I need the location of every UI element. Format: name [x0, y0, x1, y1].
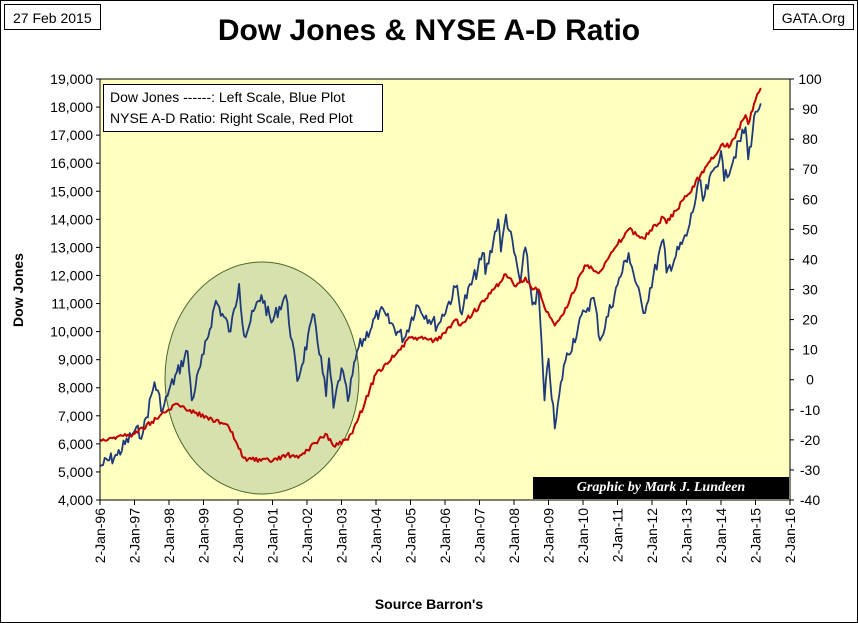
- x-tick-label: 2-Jan-16: [782, 508, 798, 563]
- x-tick-label: 2-Jan-02: [299, 508, 315, 563]
- y2-tick-label: -30: [800, 462, 820, 478]
- y-tick-label: 14,000: [50, 211, 93, 227]
- y2-tick-label: 70: [802, 161, 818, 177]
- credit-label: Graphic by Mark J. Lundeen: [533, 477, 789, 499]
- x-axis-title: Source Barron's: [374, 596, 484, 612]
- y-tick-label: 12,000: [50, 267, 93, 283]
- y2-tick-label: -20: [800, 432, 820, 448]
- x-tick-label: 2-Jan-97: [127, 508, 143, 563]
- x-tick-label: 2-Jan-04: [368, 508, 384, 563]
- x-tick-label: 2-Jan-01: [265, 508, 281, 563]
- y2-tick-label: 50: [802, 221, 818, 237]
- y2-tick-label: 20: [802, 312, 818, 328]
- y-tick-label: 15,000: [50, 183, 93, 199]
- series-line-ad-ratio: [99, 87, 762, 464]
- y2-tick-label: 30: [802, 282, 818, 298]
- x-tick-label: 2-Jan-99: [196, 508, 212, 563]
- series-line-dow-jones: [99, 103, 762, 468]
- x-tick-label: 2-Jan-07: [472, 508, 488, 563]
- y2-tick-label: 10: [802, 342, 818, 358]
- y-tick-label: 19,000: [50, 71, 93, 87]
- y-tick-label: 4,000: [58, 492, 93, 508]
- legend-box: Dow Jones ------: Left Scale, Blue Plot …: [103, 84, 383, 132]
- y-tick-label: 13,000: [50, 239, 93, 255]
- y2-tick-label: 100: [798, 71, 822, 87]
- x-tick-label: 2-Jan-06: [437, 508, 453, 563]
- x-tick-label: 2-Jan-15: [748, 508, 764, 563]
- x-tick-label: 2-Jan-96: [92, 508, 108, 563]
- y-tick-label: 8,000: [58, 380, 93, 396]
- x-tick-label: 2-Jan-98: [161, 508, 177, 563]
- x-tick-label: 2-Jan-11: [610, 508, 626, 562]
- axis-layer: 4,000 5,000 6,000 7,000 8,000 9,000 10,000 11,0…: [50, 71, 822, 563]
- x-tick-label: 2-Jan-08: [506, 508, 522, 563]
- y-tick-label: 18,000: [50, 99, 93, 115]
- x-tick-label: 2-Jan-03: [334, 508, 350, 563]
- legend-entry-dow: Dow Jones ------: Left Scale, Blue Plot: [110, 89, 345, 105]
- y-tick-label: 7,000: [58, 408, 93, 424]
- y2-tick-label: 90: [802, 101, 818, 117]
- y-tick-label: 10,000: [50, 324, 93, 340]
- site-label: GATA.Org: [772, 4, 854, 30]
- x-tick-label: 2-Jan-05: [403, 508, 419, 563]
- x-tick-label: 2-Jan-13: [679, 508, 695, 563]
- y2-tick-label: 80: [802, 131, 818, 147]
- x-tick-label: 2-Jan-00: [230, 508, 246, 563]
- y-tick-label: 16,000: [50, 155, 93, 171]
- y-tick-label: 9,000: [58, 352, 93, 368]
- y2-tick-label: -40: [800, 492, 820, 508]
- legend-entry-ad: NYSE A-D Ratio: Right Scale, Red Plot: [110, 110, 353, 126]
- y2-tick-label: 0: [806, 372, 814, 388]
- y-tick-label: 6,000: [58, 436, 93, 452]
- y2-tick-label: -10: [800, 402, 820, 418]
- series-layer: [99, 87, 762, 468]
- y-axis-title: Dow Jones: [10, 253, 26, 327]
- x-tick-label: 2-Jan-09: [541, 508, 557, 563]
- y-tick-label: 17,000: [50, 127, 93, 143]
- x-tick-label: 2-Jan-10: [575, 508, 591, 563]
- y2-tick-label: 60: [802, 191, 818, 207]
- y-tick-label: 11,000: [51, 296, 93, 312]
- chart-title: Dow Jones & NYSE A-D Ratio: [217, 14, 641, 47]
- x-tick-label: 2-Jan-14: [713, 508, 729, 563]
- y-tick-label: 5,000: [58, 464, 93, 480]
- date-label: 27 Feb 2015: [4, 4, 101, 30]
- y2-tick-label: 40: [802, 251, 818, 267]
- x-tick-label: 2-Jan-12: [644, 508, 660, 563]
